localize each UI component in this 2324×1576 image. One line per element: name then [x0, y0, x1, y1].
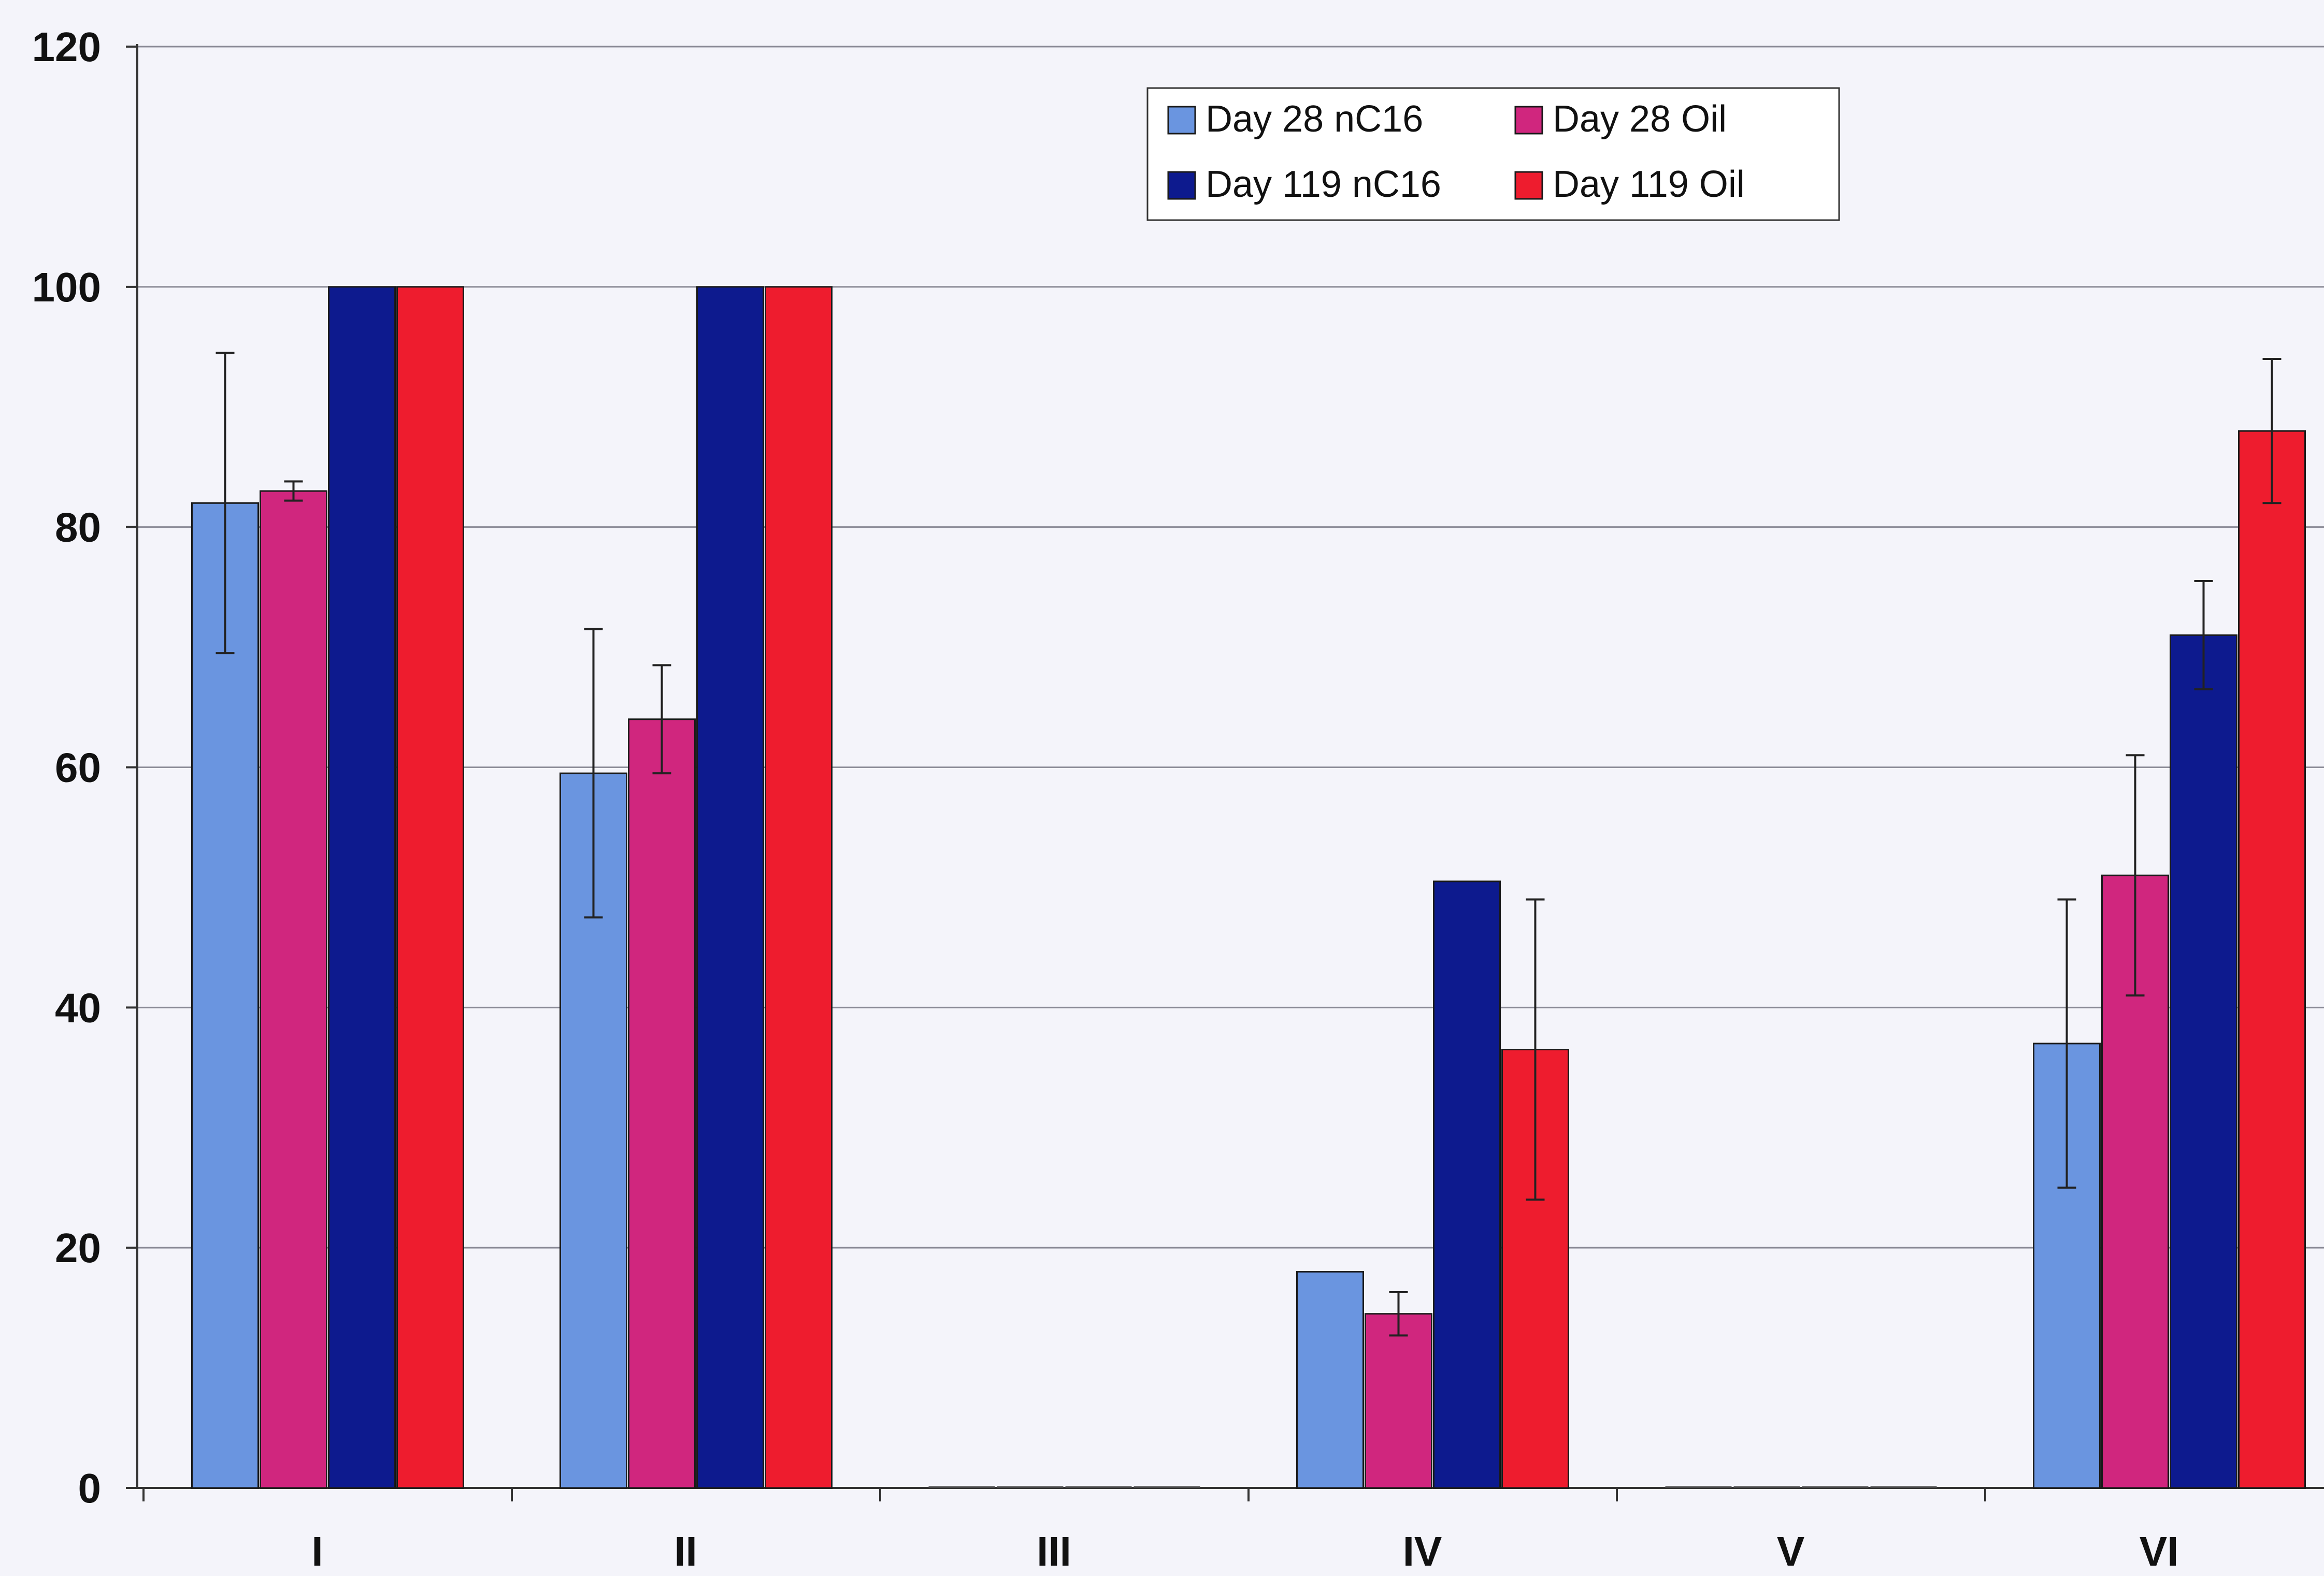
bar	[765, 286, 833, 1489]
x-category-label: V	[1777, 1528, 1804, 1574]
bar	[260, 490, 327, 1489]
y-tick-label: 100	[32, 264, 101, 310]
bar	[2238, 430, 2306, 1489]
legend-label: Day 28 Oil	[1553, 98, 1727, 140]
bar	[696, 286, 764, 1489]
legend-label: Day 119 Oil	[1553, 164, 1745, 205]
y-tick-label: 20	[55, 1225, 101, 1271]
x-category-label: IV	[1403, 1528, 1442, 1574]
x-category-label: VI	[2140, 1528, 2179, 1574]
y-tick-label: 120	[32, 24, 101, 70]
axes	[126, 44, 2324, 1501]
x-category-labels: I II III IV V VI	[311, 1528, 2178, 1574]
gridlines	[137, 46, 2324, 1249]
bar	[396, 286, 464, 1489]
legend-box	[1146, 87, 1840, 221]
y-tick-label: 40	[55, 985, 101, 1031]
legend-label: Day 119 nC16	[1206, 164, 1441, 205]
bars	[191, 286, 2306, 1489]
y-tick-labels: 0 20 40 60 80 100 120	[32, 24, 101, 1511]
bar	[191, 502, 259, 1489]
error-bars	[216, 352, 2282, 1337]
bar	[1296, 1271, 1364, 1489]
x-category-label: II	[674, 1528, 697, 1574]
legend-swatch	[1514, 171, 1543, 200]
y-tick-label: 60	[55, 745, 101, 791]
y-tick-label: 0	[78, 1465, 102, 1511]
bar	[328, 286, 396, 1489]
y-tick-label: 80	[55, 504, 101, 551]
bar	[1365, 1313, 1432, 1489]
legend-swatch	[1514, 106, 1543, 135]
legend-label: Day 28 nC16	[1206, 98, 1423, 140]
bar	[628, 718, 696, 1489]
bar	[2170, 634, 2237, 1489]
legend-swatch	[1167, 171, 1196, 200]
x-category-label: I	[311, 1528, 323, 1574]
bar	[1433, 880, 1501, 1489]
legend-swatch	[1167, 106, 1196, 135]
legend: Day 28 nC16 Day 28 Oil Day 119 nC16 Day 119…	[1146, 87, 1840, 221]
x-category-label: III	[1037, 1528, 1071, 1574]
